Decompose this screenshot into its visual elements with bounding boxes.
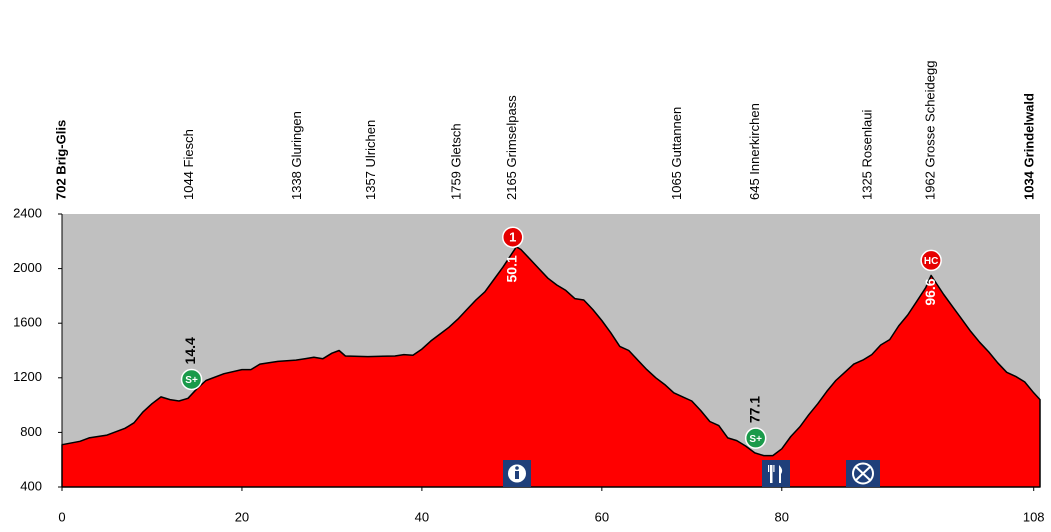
place-label: 1325 Rosenlaui: [860, 110, 875, 200]
y-tick-label: 1200: [13, 369, 42, 384]
climb-marker: [502, 226, 524, 248]
place-label: 1759 Gletsch: [448, 123, 463, 200]
place-label: 645 Innerkirchen: [747, 103, 762, 200]
plot: 400 800 1200 1600 2000 2400 0 20 40 60 80 108 702 Br…: [13, 61, 1044, 525]
x-tick-label: 0: [58, 509, 65, 524]
climb-km-label: 96.6: [922, 278, 938, 305]
place-label: 1357 Ulrichen: [363, 120, 378, 200]
climb-category: 1: [509, 230, 516, 245]
place-label: 1962 Grosse Scheidegg: [923, 61, 938, 200]
y-tick-label: 800: [20, 424, 42, 439]
sprint-symbol: S+: [749, 434, 762, 445]
sprint-km-label: 14.4: [182, 337, 198, 364]
place-label: 2165 Grimselpass: [504, 95, 519, 200]
sprint-symbol: S+: [185, 375, 198, 386]
place-label: 1044 Fiesch: [181, 129, 196, 200]
sprint-marker: [180, 368, 203, 391]
y-tick-label: 2400: [13, 205, 42, 220]
climb-km-label: 50.1: [503, 255, 519, 282]
x-tick-label: 20: [235, 509, 249, 524]
place-label: 1338 Gluringen: [289, 111, 304, 200]
info-icon: [503, 460, 531, 487]
elevation-area: [61, 246, 1041, 488]
y-tick-label: 400: [20, 478, 42, 493]
place-label: 1065 Guttannen: [669, 107, 684, 200]
sprint-marker: [744, 427, 767, 449]
place-label: 702 Brig-Glis: [53, 120, 68, 200]
sprint-km-label: 77.1: [746, 396, 762, 423]
y-tick-label: 2000: [13, 260, 42, 275]
x-tick-label: 80: [775, 509, 789, 524]
x-tick-label: 108: [1023, 509, 1045, 524]
place-label: 1034 Grindelwald: [1022, 93, 1037, 200]
x-tick-label: 60: [595, 509, 609, 524]
y-tick-label: 1600: [13, 315, 42, 330]
x-tick-label: 40: [415, 509, 429, 524]
food-icon: [762, 460, 790, 487]
climb-marker: [920, 249, 942, 272]
no-feed-icon: [846, 460, 880, 487]
climb-category: HC: [924, 256, 938, 267]
